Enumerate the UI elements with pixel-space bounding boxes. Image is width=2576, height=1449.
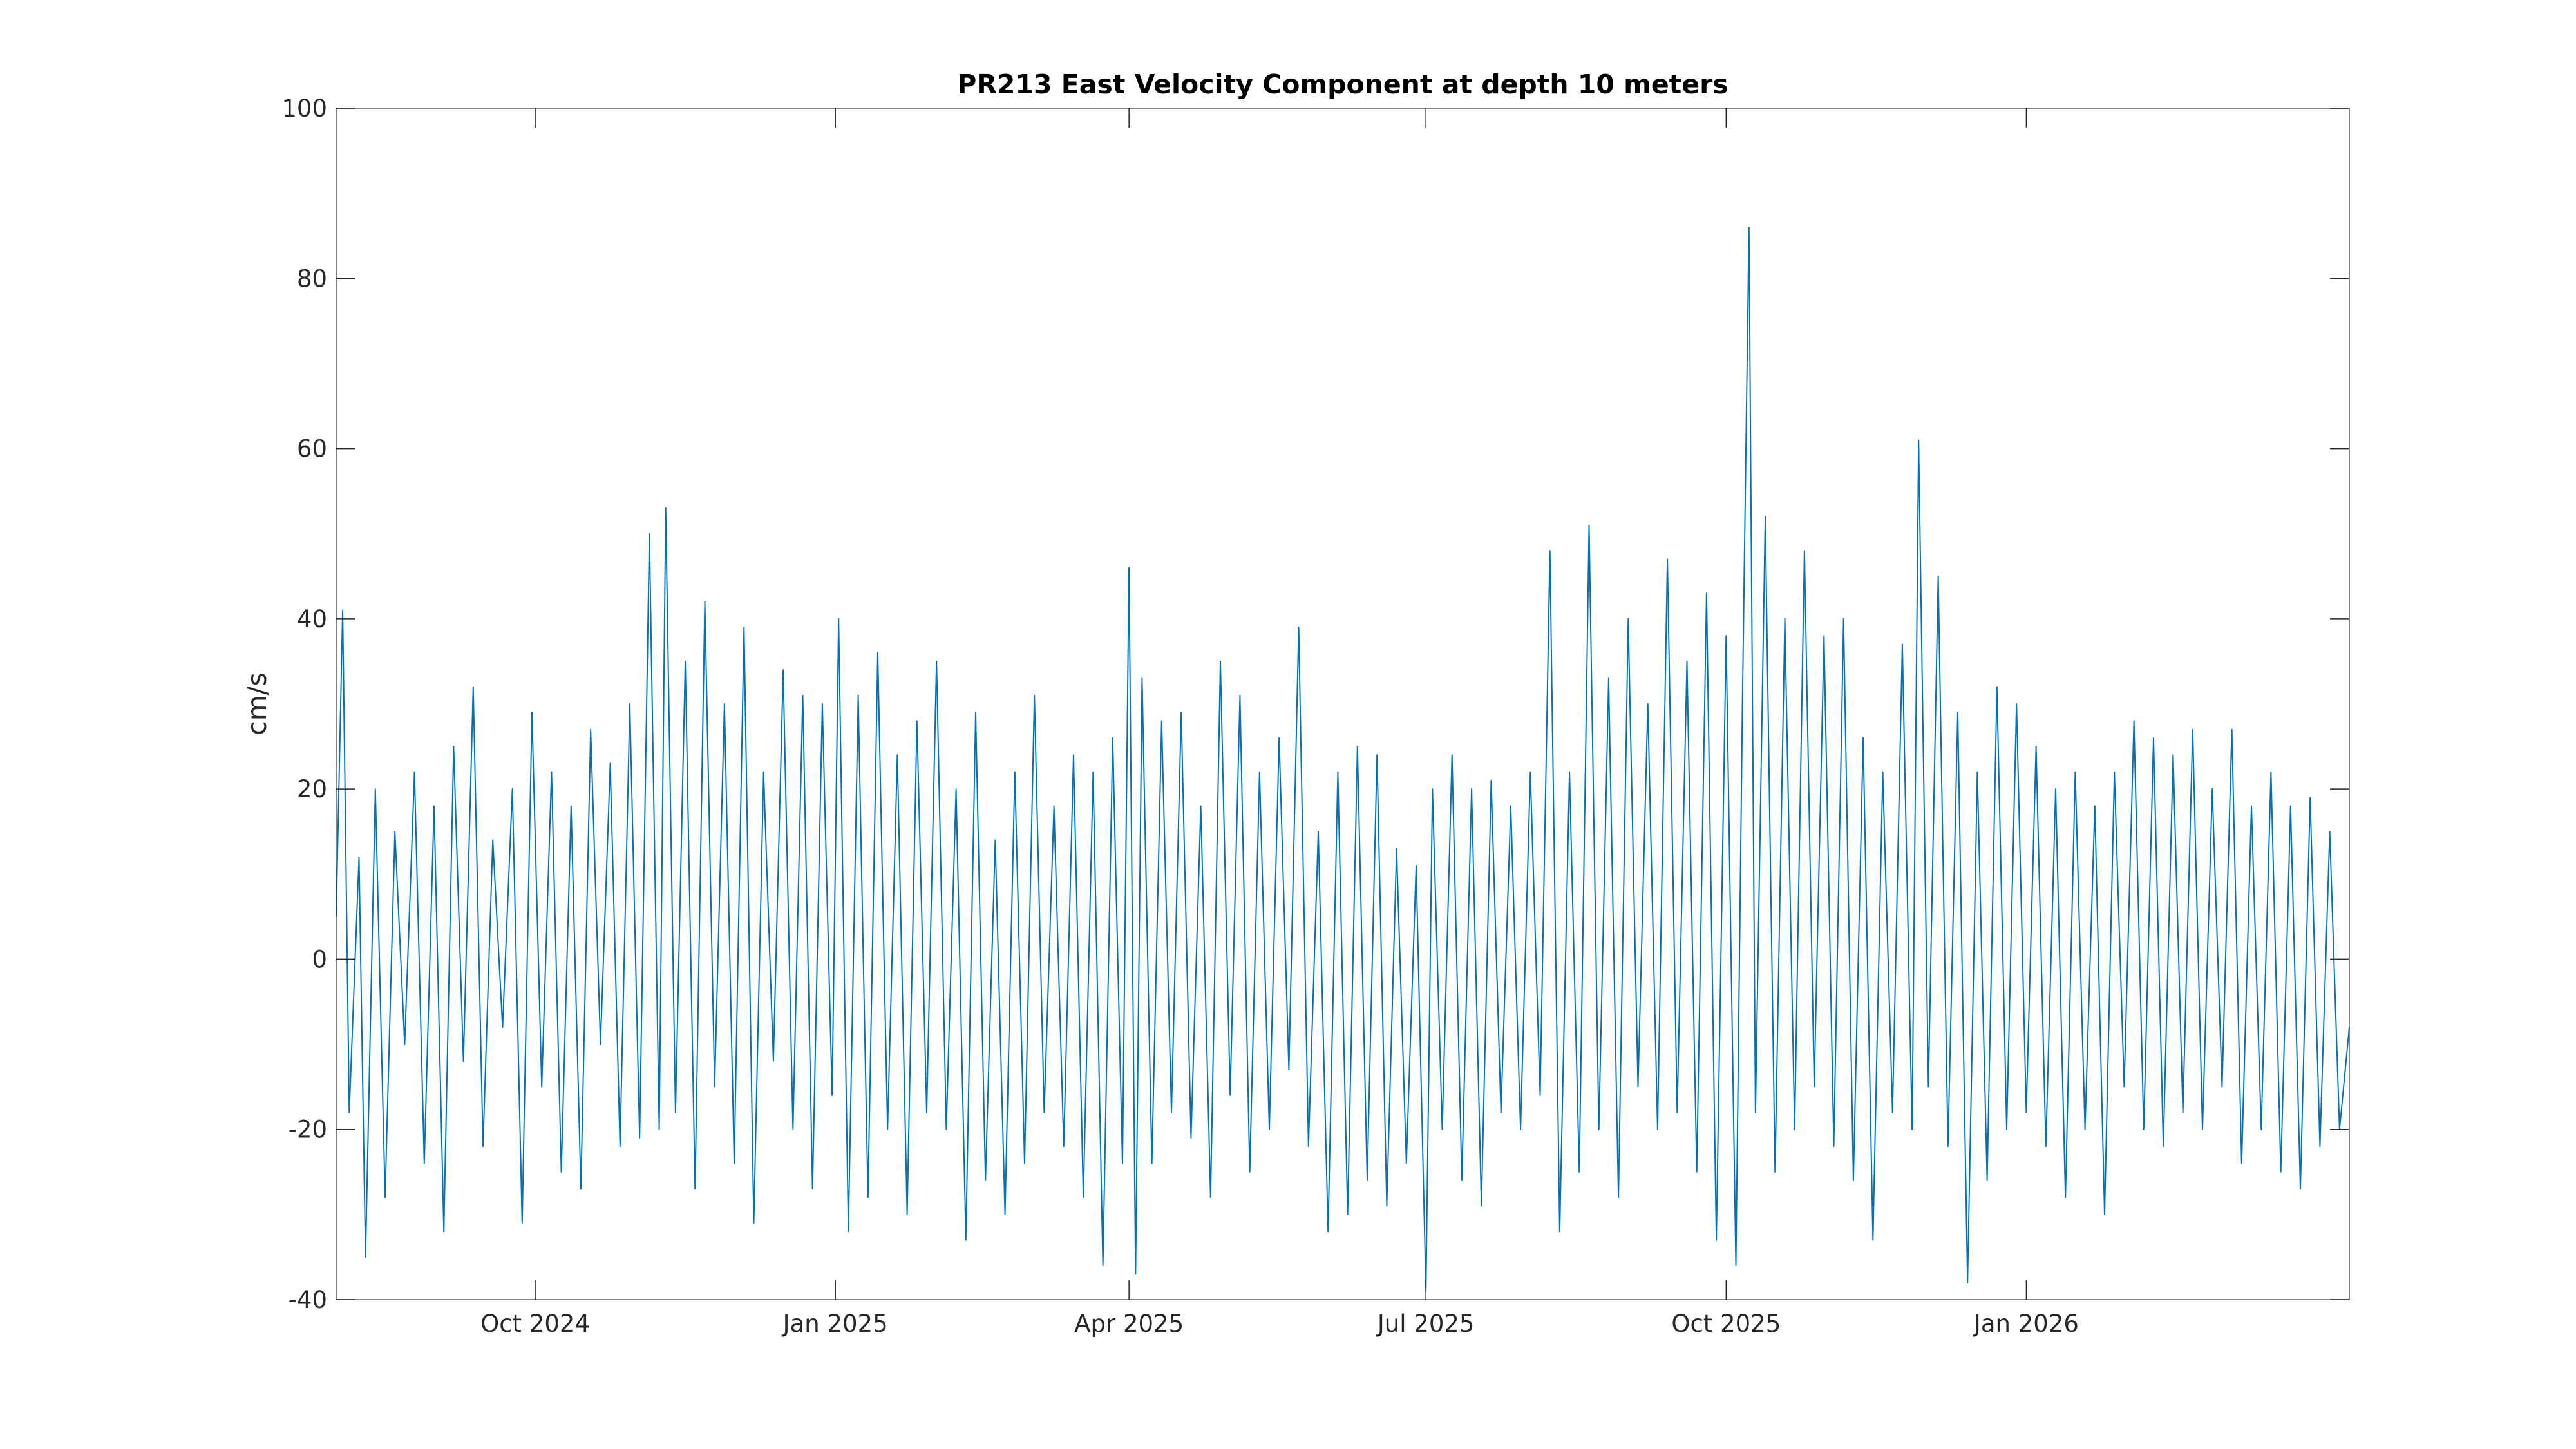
y-tick-label: -20 bbox=[289, 1116, 327, 1144]
chart-title: PR213 East Velocity Component at depth 1… bbox=[957, 69, 1728, 100]
plot-area bbox=[336, 108, 2349, 1300]
series-layer bbox=[336, 227, 2350, 1292]
x-tick-label: Jul 2025 bbox=[1376, 1310, 1475, 1338]
series-line-0 bbox=[336, 227, 2350, 1292]
x-tick-label: Oct 2024 bbox=[480, 1310, 590, 1338]
y-tick-label: 0 bbox=[312, 945, 327, 973]
x-tick-label: Oct 2025 bbox=[1671, 1310, 1781, 1338]
x-tick-label: Apr 2025 bbox=[1074, 1310, 1184, 1338]
y-tick-label: 60 bbox=[297, 435, 327, 463]
x-tick-label: Jan 2025 bbox=[782, 1310, 888, 1338]
x-tick-label: Jan 2026 bbox=[1973, 1310, 2079, 1338]
y-tick-label: 20 bbox=[297, 775, 327, 803]
y-tick-label: 100 bbox=[281, 95, 327, 122]
plot-frame bbox=[336, 108, 2350, 1300]
tick-layer: -40 -20 0 20 40 60 80 100 Oct 2024 Jan 2025 Apr 20… bbox=[281, 95, 2349, 1338]
y-tick-label: 40 bbox=[297, 605, 327, 633]
y-tick-label: -40 bbox=[289, 1286, 327, 1314]
y-axis-label: cm/s bbox=[242, 672, 272, 735]
y-tick-label: 80 bbox=[297, 265, 327, 292]
